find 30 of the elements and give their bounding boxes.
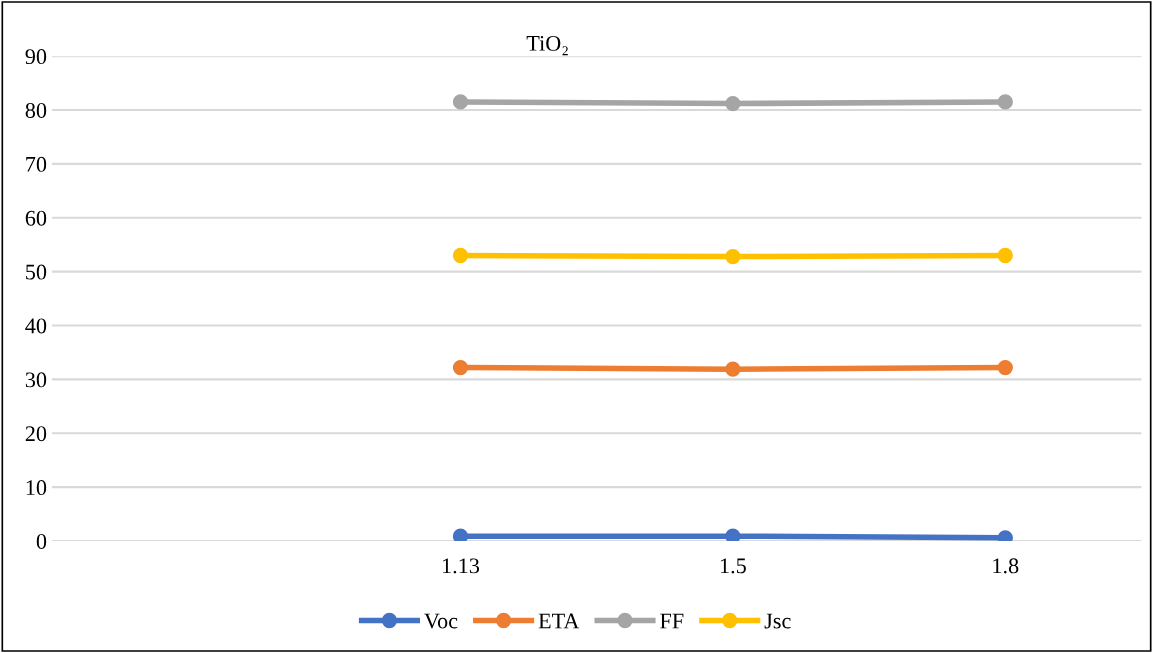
x-tick-label: 1.13 <box>442 558 480 574</box>
point <box>725 528 741 542</box>
y-tick-label: 90 <box>25 49 47 65</box>
y-tick-label: 20 <box>25 426 47 442</box>
point <box>997 359 1013 376</box>
legend-label: Voc <box>424 613 458 629</box>
y-tick-label: 0 <box>36 533 47 549</box>
point <box>725 95 741 112</box>
point <box>997 530 1013 542</box>
point <box>452 528 469 542</box>
point <box>997 94 1013 110</box>
legend-label: ETA <box>538 613 580 629</box>
point <box>452 94 469 110</box>
y-tick-label: 30 <box>25 372 47 388</box>
point <box>452 247 469 264</box>
y-tick-label: 80 <box>25 102 47 118</box>
y-tick-label: 50 <box>26 264 47 280</box>
y-tick-label: 70 <box>26 156 47 172</box>
y-tick-label: 40 <box>25 318 47 334</box>
x-tick-label: 1.8 <box>993 558 1019 574</box>
legend-label: Jsc <box>764 613 791 629</box>
x-tick-label: 1.5 <box>720 558 746 574</box>
point <box>725 248 741 265</box>
legend-label: FF <box>660 613 684 629</box>
y-tick-label: 60 <box>25 210 47 226</box>
y-tick-label: 10 <box>26 480 47 496</box>
chart-title: TiO₂ <box>526 35 568 56</box>
point <box>725 361 741 377</box>
point <box>997 247 1013 264</box>
point <box>452 359 469 376</box>
